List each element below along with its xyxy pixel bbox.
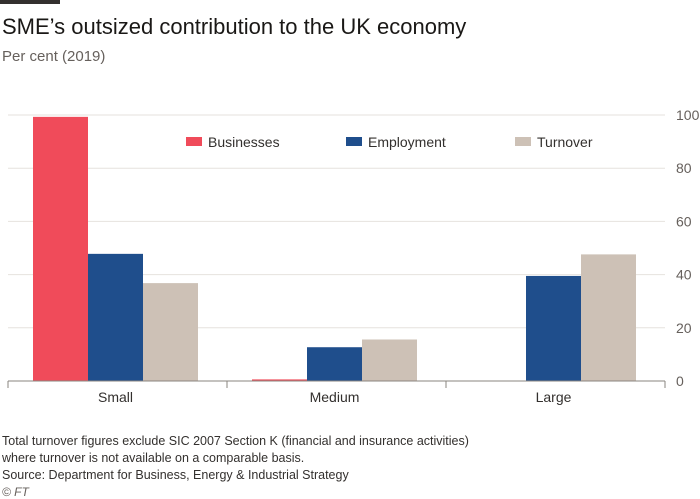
bar <box>362 339 417 381</box>
legend-label: Employment <box>368 134 446 150</box>
legend-swatch <box>515 137 531 146</box>
source-note: Source: Department for Business, Energy … <box>2 468 349 482</box>
x-tick-label: Large <box>536 389 572 405</box>
y-tick-label: 20 <box>676 320 692 336</box>
x-tick-label: Small <box>98 389 133 405</box>
footnote-line-1: Total turnover figures exclude SIC 2007 … <box>2 434 469 448</box>
y-tick-label: 100 <box>676 107 700 123</box>
x-tick-label: Medium <box>310 389 360 405</box>
y-tick-label: 80 <box>676 160 692 176</box>
footnote-line-2: where turnover is not available on a com… <box>2 451 305 465</box>
top-rule <box>0 0 60 4</box>
legend-swatch <box>186 137 202 146</box>
chart-title: SME’s outsized contribution to the UK ec… <box>2 14 467 39</box>
bar <box>33 116 88 381</box>
y-tick-label: 0 <box>676 373 684 389</box>
y-tick-label: 60 <box>676 213 692 229</box>
legend-label: Turnover <box>537 134 593 150</box>
bar <box>581 254 636 381</box>
bar <box>252 379 307 381</box>
bar <box>526 275 581 381</box>
bar <box>307 347 362 381</box>
y-tick-label: 40 <box>676 267 692 283</box>
bar <box>88 253 143 381</box>
bar <box>143 283 198 381</box>
chart-plot: 0 20 40 60 80 100 Small Medium Large Businesses Em… <box>7 107 700 405</box>
legend-swatch <box>346 137 362 146</box>
legend-label: Businesses <box>208 134 280 150</box>
chart-subtitle: Per cent (2019) <box>2 48 106 65</box>
ft-credit: © FT <box>2 485 29 499</box>
